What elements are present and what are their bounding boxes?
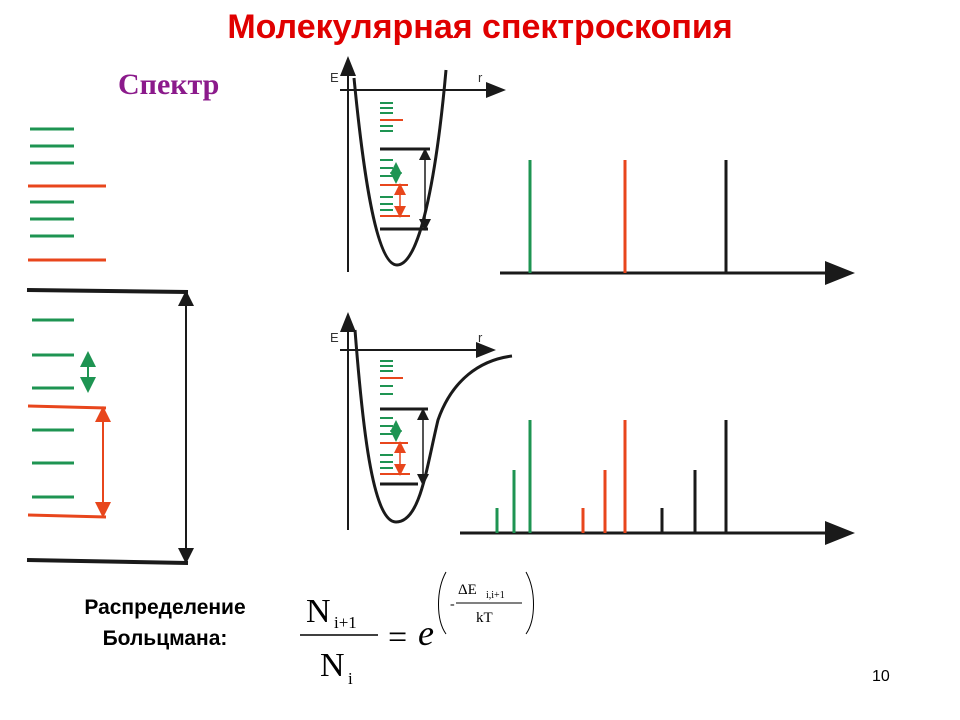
lower-vibrational-levels — [27, 404, 107, 519]
boltzmann-label: Распределение Больцмана: — [50, 592, 280, 654]
denominator-symbol: N — [320, 647, 345, 684]
upper-vibrational-levels — [28, 184, 106, 262]
numerator-subscript: i+1 — [334, 613, 357, 632]
harmonic-spectrum — [500, 160, 855, 285]
exponent-numerator: ΔE — [458, 582, 477, 598]
exponent-base: e — [418, 613, 434, 653]
harmonic-potential-diagram: E r — [330, 56, 506, 272]
distance-axis-label: r — [478, 70, 483, 85]
upper-rotational-levels — [30, 127, 74, 238]
boltzmann-formula: N i+1 N i = e - ΔE i,i+1 kT — [300, 571, 534, 688]
exponent-denominator: kT — [476, 610, 493, 626]
energy-axis-label: E — [330, 330, 339, 345]
page-number: 10 — [872, 668, 890, 685]
rotational-lines — [495, 420, 532, 533]
vibrational-lines — [581, 420, 627, 533]
numerator-symbol: N — [306, 593, 331, 630]
distance-axis-label: r — [478, 330, 483, 345]
energy-axis-label: E — [330, 70, 339, 85]
lower-rotational-levels — [32, 318, 74, 499]
boltzmann-label-line2: Больцмана: — [102, 627, 228, 650]
anharmonic-spectrum — [460, 420, 855, 545]
spectrum-heading: Спектр — [118, 68, 220, 101]
electronic-lines — [660, 420, 728, 533]
energy-level-ladder — [26, 127, 194, 565]
exponent-minus: - — [450, 597, 455, 612]
anharmonic-potential-diagram: E r — [330, 312, 513, 530]
equals-sign: = — [388, 619, 407, 656]
boltzmann-label-line1: Распределение — [84, 596, 246, 619]
lower-electronic-level — [26, 558, 189, 565]
harmonic-potential-curve — [352, 69, 448, 267]
upper-electronic-level — [26, 288, 189, 294]
denominator-subscript: i — [348, 669, 353, 688]
exponent-numerator-subscript: i,i+1 — [486, 590, 505, 601]
morse-potential-curve — [353, 329, 513, 524]
page-title: Молекулярная спектроскопия — [227, 8, 733, 46]
